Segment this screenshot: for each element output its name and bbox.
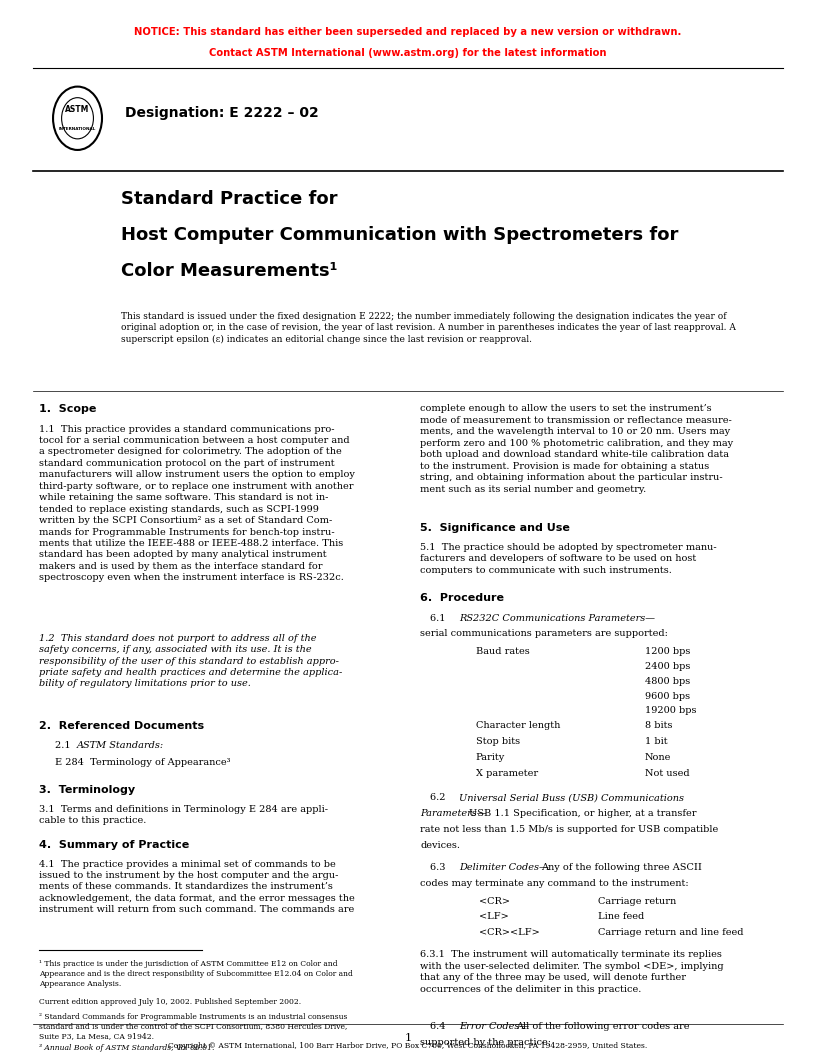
Text: NOTICE: This standard has either been superseded and replaced by a new version o: NOTICE: This standard has either been su… (135, 27, 681, 37)
Text: Contact ASTM International (www.astm.org) for the latest information: Contact ASTM International (www.astm.org… (209, 48, 607, 57)
Text: Designation: E 2222 – 02: Designation: E 2222 – 02 (125, 106, 318, 120)
Text: Delimiter Codes—: Delimiter Codes— (459, 863, 549, 872)
Text: 8 bits: 8 bits (645, 721, 672, 731)
Text: Character length: Character length (476, 721, 560, 731)
Text: Baud rates: Baud rates (476, 647, 530, 657)
Text: Error Codes—: Error Codes— (459, 1022, 530, 1032)
Text: Carriage return: Carriage return (598, 897, 676, 906)
Text: Stop bits: Stop bits (476, 737, 520, 747)
Text: 1.2  This standard does not purport to address all of the
safety concerns, if an: 1.2 This standard does not purport to ad… (39, 634, 343, 689)
Text: rate not less than 1.5 Mb/s is supported for USB compatible: rate not less than 1.5 Mb/s is supported… (420, 825, 719, 834)
Text: 5.1  The practice should be adopted by spectrometer manu-
facturers and develope: 5.1 The practice should be adopted by sp… (420, 543, 717, 574)
Text: 1.1  This practice provides a standard communications pro-
tocol for a serial co: 1.1 This practice provides a standard co… (39, 425, 355, 582)
Text: <LF>: <LF> (479, 912, 508, 922)
Text: 6.3: 6.3 (430, 863, 452, 872)
Text: Current edition approved July 10, 2002. Published September 2002.: Current edition approved July 10, 2002. … (39, 998, 301, 1006)
Text: Host Computer Communication with Spectrometers for: Host Computer Communication with Spectro… (121, 226, 678, 244)
Text: Line feed: Line feed (598, 912, 645, 922)
Text: Standard Practice for: Standard Practice for (121, 190, 337, 208)
Text: 6.3.1  The instrument will automatically terminate its replies
with the user-sel: 6.3.1 The instrument will automatically … (420, 950, 724, 994)
Text: X parameter: X parameter (476, 769, 538, 778)
Text: 6.1: 6.1 (430, 614, 452, 623)
Text: All of the following error codes are: All of the following error codes are (517, 1022, 690, 1032)
Text: 2400 bps: 2400 bps (645, 662, 690, 672)
Text: 3.1  Terms and definitions in Terminology E 284 are appli-
cable to this practic: 3.1 Terms and definitions in Terminology… (39, 805, 328, 825)
Text: Color Measurements¹: Color Measurements¹ (121, 262, 337, 280)
Text: 6.4: 6.4 (430, 1022, 452, 1032)
Text: devices.: devices. (420, 841, 460, 850)
Text: RS232C Communications Parameters—: RS232C Communications Parameters— (459, 614, 655, 623)
Text: 2.  Referenced Documents: 2. Referenced Documents (39, 721, 204, 731)
Text: serial communications parameters are supported:: serial communications parameters are sup… (420, 629, 668, 639)
Text: Universal Serial Buss (USB) Communications: Universal Serial Buss (USB) Communicatio… (459, 793, 685, 803)
Text: Not used: Not used (645, 769, 690, 778)
Text: ASTM: ASTM (65, 106, 90, 114)
Text: 19200 bps: 19200 bps (645, 706, 696, 716)
Text: 1200 bps: 1200 bps (645, 647, 690, 657)
Text: supported by the practice:: supported by the practice: (420, 1038, 552, 1048)
Text: 1: 1 (405, 1033, 411, 1042)
Text: ¹ This practice is under the jurisdiction of ASTM Committee E12 on Color and
App: ¹ This practice is under the jurisdictio… (39, 960, 353, 987)
Text: 2.1: 2.1 (55, 741, 78, 751)
Text: 1.  Scope: 1. Scope (39, 404, 96, 414)
Text: USB 1.1 Specification, or higher, at a transfer: USB 1.1 Specification, or higher, at a t… (469, 809, 697, 818)
Text: <CR>: <CR> (479, 897, 510, 906)
Text: 1 bit: 1 bit (645, 737, 667, 747)
Text: Carriage return and line feed: Carriage return and line feed (598, 928, 743, 938)
Text: None: None (645, 753, 671, 762)
Text: 4.  Summary of Practice: 4. Summary of Practice (39, 840, 189, 849)
Text: Copyright © ASTM International, 100 Barr Harbor Drive, PO Box C700, West Conshoh: Copyright © ASTM International, 100 Barr… (168, 1042, 648, 1051)
Text: INTERNATIONAL: INTERNATIONAL (59, 127, 96, 131)
Text: 4.1  The practice provides a minimal set of commands to be
issued to the instrum: 4.1 The practice provides a minimal set … (39, 860, 355, 914)
Text: codes may terminate any command to the instrument:: codes may terminate any command to the i… (420, 879, 689, 888)
Text: Parameters—: Parameters— (420, 809, 486, 818)
Text: ³ Annual Book of ASTM Standards, Vol 06.01.: ³ Annual Book of ASTM Standards, Vol 06.… (39, 1044, 215, 1053)
Text: complete enough to allow the users to set the instrument’s
mode of measurement t: complete enough to allow the users to se… (420, 404, 734, 493)
Text: 5.  Significance and Use: 5. Significance and Use (420, 523, 570, 532)
Text: <CR><LF>: <CR><LF> (479, 928, 539, 938)
Text: 6.  Procedure: 6. Procedure (420, 593, 504, 603)
Text: 3.  Terminology: 3. Terminology (39, 785, 135, 794)
Text: 6.2: 6.2 (430, 793, 452, 803)
Text: 4800 bps: 4800 bps (645, 677, 690, 686)
Text: This standard is issued under the fixed designation E 2222; the number immediate: This standard is issued under the fixed … (121, 312, 736, 344)
Text: 9600 bps: 9600 bps (645, 692, 690, 701)
Text: Parity: Parity (476, 753, 505, 762)
Text: Any of the following three ASCII: Any of the following three ASCII (541, 863, 702, 872)
Text: ² Standard Commands for Programmable Instruments is an industrial consensus
stan: ² Standard Commands for Programmable Ins… (39, 1013, 348, 1040)
Text: E 284  Terminology of Appearance³: E 284 Terminology of Appearance³ (55, 758, 231, 768)
Text: ASTM Standards:: ASTM Standards: (77, 741, 164, 751)
